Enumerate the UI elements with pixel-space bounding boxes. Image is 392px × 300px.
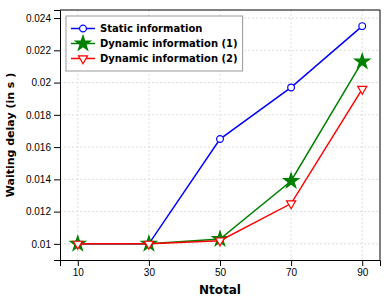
y-tick-label: 0.012: [26, 206, 51, 217]
y-grid-line: [60, 211, 380, 212]
series-point: [70, 236, 85, 250]
y-tick-label: 0.022: [26, 45, 51, 56]
y-axis-line: [54, 11, 61, 261]
x-tick: 10: [73, 260, 85, 278]
grid: [60, 10, 380, 260]
chart: 10305070900.010.0120.0140.0160.0180.020.…: [0, 0, 392, 300]
series-point: [217, 136, 224, 143]
x-tick-mark: [149, 260, 150, 266]
y-tick-label: 0.024: [26, 13, 51, 24]
y-tick-label: 0.016: [26, 142, 51, 153]
x-axis-title: Ntotal: [199, 283, 241, 297]
y-tick: 0.018: [26, 110, 60, 121]
series-line: [78, 89, 362, 244]
legend-box: [66, 16, 243, 71]
y-tick: 0.01: [32, 239, 60, 250]
y-tick-label: 0.02: [32, 77, 52, 88]
y-tick-label: 0.01: [32, 239, 52, 250]
series-point: [358, 86, 367, 94]
series-line: [78, 26, 362, 244]
y-tick-mark: [54, 115, 60, 116]
y-tick-mark: [54, 212, 60, 213]
legend-marker: [75, 36, 90, 50]
series-point: [288, 84, 295, 91]
x-tick-mark: [291, 260, 292, 266]
x-axis-line: [61, 261, 381, 267]
series-point: [73, 241, 82, 249]
x-tick-mark: [362, 260, 363, 266]
y-tick-mark: [54, 147, 60, 148]
legend-item: Dynamic information (2): [71, 53, 238, 64]
legend-marker: [80, 25, 87, 32]
series-point: [287, 201, 296, 209]
x-axis: 10 30 50 70 90: [61, 260, 381, 278]
series-point: [215, 238, 224, 246]
y-tick: 0.02: [32, 77, 60, 88]
y-tick-label: 0.018: [26, 110, 51, 121]
y-grid-line: [60, 114, 380, 115]
y-grid-line: [60, 82, 380, 83]
frame-right: [380, 10, 381, 260]
legend-label: Dynamic information (2): [100, 53, 238, 64]
x-tick-label: 70: [286, 267, 298, 278]
y-tick: 0.024: [26, 13, 60, 24]
y-tick-mark: [54, 83, 60, 84]
y-tick: 0.012: [26, 206, 60, 217]
y-tick-mark: [54, 179, 60, 180]
frame-top: [60, 10, 380, 11]
legend: Static information Dynamic information (1…: [66, 16, 243, 71]
x-grid-line: [291, 10, 292, 260]
y-axis-title: Waiting delay (in s ): [4, 73, 17, 198]
x-tick: 70: [286, 260, 298, 278]
legend-marker: [78, 56, 87, 64]
series-point: [355, 54, 370, 68]
x-tick-label: 90: [357, 267, 369, 278]
x-tick-mark: [220, 260, 221, 266]
x-tick-label: 30: [144, 267, 156, 278]
x-tick-mark: [78, 260, 79, 266]
series-point: [284, 173, 299, 187]
y-grid-line: [60, 179, 380, 180]
y-tick-mark: [54, 50, 60, 51]
y-tick: 0.016: [26, 142, 60, 153]
legend-item: Static information: [71, 23, 202, 34]
legend-label: Dynamic information (1): [100, 38, 238, 49]
x-tick: 30: [144, 260, 156, 278]
y-axis: 0.01 0.012 0.014 0.016 0.018 0.02 0.022 0.024: [26, 11, 61, 261]
y-tick-mark: [54, 18, 60, 19]
x-grid-line: [362, 10, 363, 260]
y-tick: 0.022: [26, 45, 60, 56]
x-tick-label: 10: [73, 267, 85, 278]
x-tick: 50: [215, 260, 227, 278]
legend-item: Dynamic information (1): [71, 36, 238, 50]
legend-label: Static information: [100, 23, 202, 34]
plot-area: [70, 23, 369, 251]
series-point: [359, 23, 366, 30]
x-tick: 90: [357, 260, 369, 278]
y-grid-line: [60, 147, 380, 148]
x-tick-label: 50: [215, 267, 227, 278]
y-tick: 0.014: [26, 174, 60, 185]
series-point: [144, 241, 153, 249]
y-tick-mark: [54, 244, 60, 245]
y-tick-label: 0.014: [26, 174, 51, 185]
series-line: [78, 62, 362, 244]
